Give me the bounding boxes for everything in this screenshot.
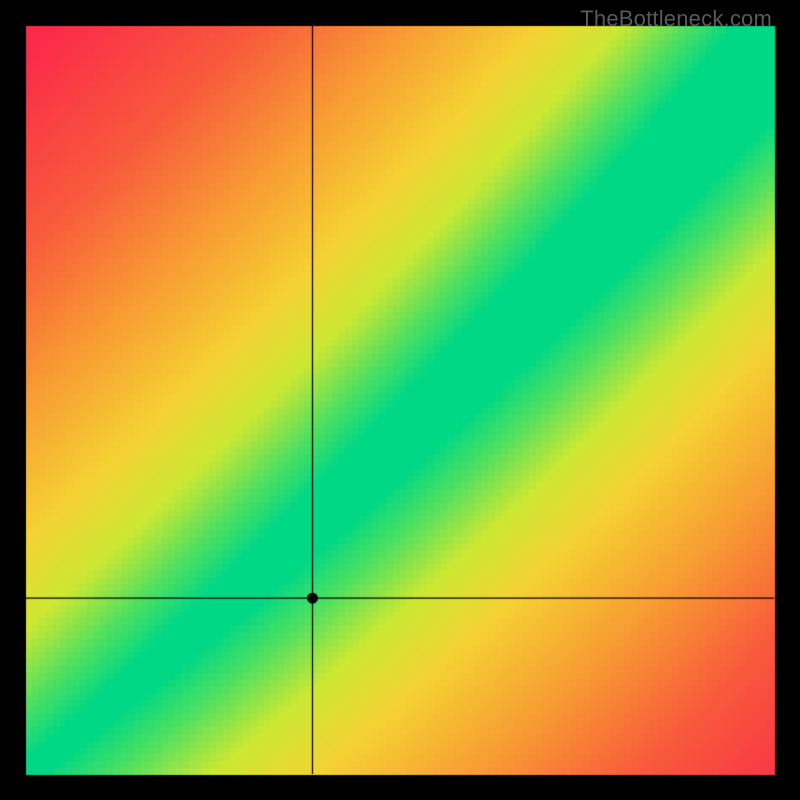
watermark-text: TheBottleneck.com [580, 6, 772, 32]
bottleneck-chart-container: TheBottleneck.com [0, 0, 800, 800]
heatmap-canvas [0, 0, 800, 800]
